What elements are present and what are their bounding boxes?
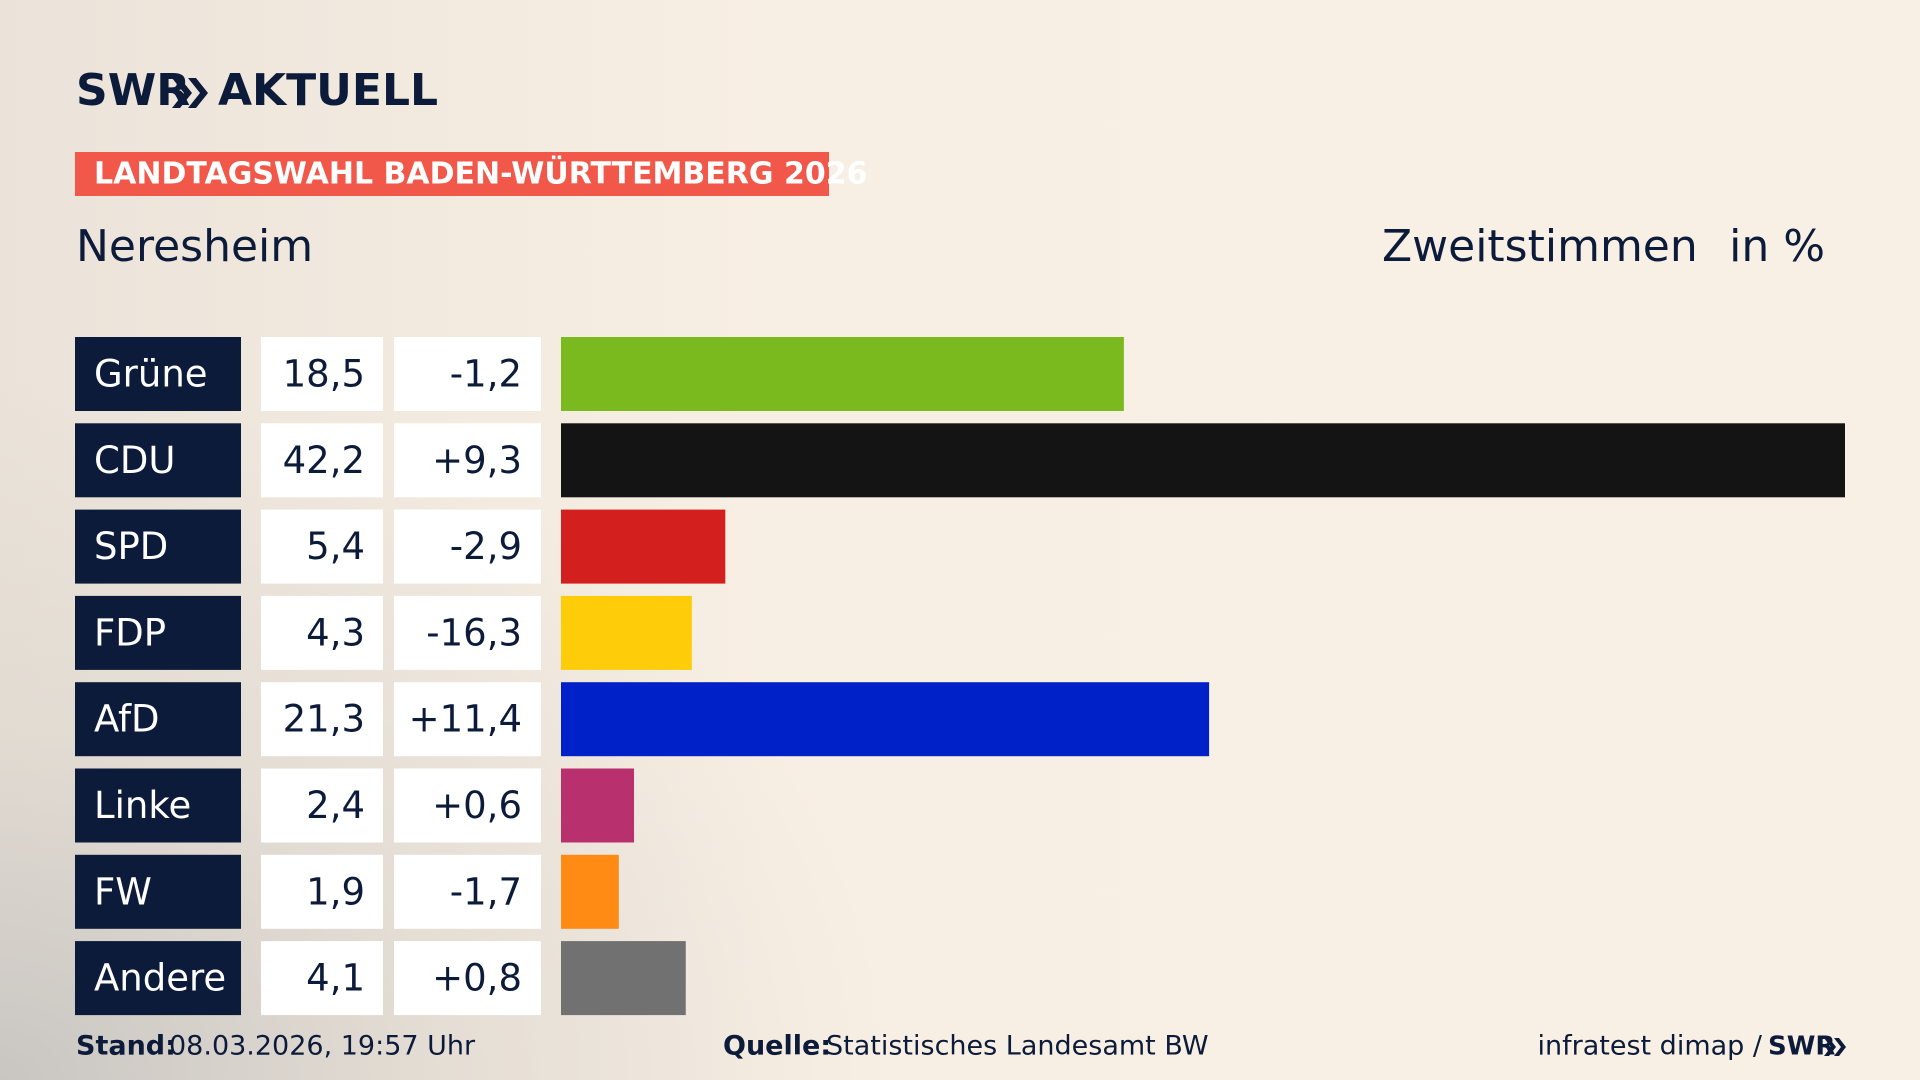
party-label: FDP (94, 611, 166, 654)
change-label: +0,8 (432, 957, 522, 1000)
logo-suffix: AKTUELL (218, 65, 438, 116)
change-box (394, 854, 541, 929)
party-label: AfD (94, 698, 160, 741)
change-label: -16,3 (426, 611, 522, 654)
change-box (394, 768, 541, 843)
party-box (75, 595, 241, 670)
party-box (75, 682, 241, 757)
value-box (261, 682, 383, 757)
logo: SWR (76, 65, 190, 116)
value-box (261, 509, 383, 584)
change-box (394, 509, 541, 584)
bar (561, 682, 1210, 757)
change-box (394, 941, 541, 1016)
bar (561, 337, 1124, 411)
banner (75, 152, 829, 196)
bar (561, 854, 619, 929)
party-label: Grüne (94, 353, 208, 396)
stand: 08.03.2026, 19:57 Uhr (169, 1031, 476, 1062)
change-box (394, 423, 541, 498)
value-label: 4,1 (306, 957, 365, 1000)
bar (561, 509, 726, 584)
party-label: SPD (94, 525, 168, 568)
value-box (261, 941, 383, 1016)
change-label: -1,2 (450, 353, 522, 396)
logo-chevrons (172, 78, 208, 108)
party-box (75, 854, 241, 929)
party-label: FW (94, 870, 152, 913)
credit-logo: SWR (1768, 1032, 1835, 1062)
bar (561, 941, 686, 1016)
change-box (394, 337, 541, 411)
value-label: 18,5 (283, 353, 365, 396)
party-label: Linke (94, 784, 191, 827)
value-box (261, 768, 383, 843)
value-label: 2,4 (306, 784, 365, 827)
party-label: Andere (94, 957, 226, 1000)
bar (561, 768, 635, 843)
source-label: Quelle: (723, 1031, 831, 1062)
change-label: +11,4 (409, 698, 522, 741)
change-box (394, 682, 541, 757)
value-box (261, 595, 383, 670)
party-box (75, 423, 241, 498)
value-label: 42,2 (283, 439, 365, 482)
change-label: -2,9 (450, 525, 522, 568)
value-label: 5,4 (306, 525, 365, 568)
change-label: +0,6 (432, 784, 522, 827)
stand-label: Stand: (76, 1031, 176, 1062)
bar (561, 595, 692, 670)
value-heading: Zweitstimmen (1382, 221, 1698, 272)
unit-heading: in % (1729, 221, 1825, 272)
party-box (75, 509, 241, 584)
value-label: 4,3 (306, 611, 365, 654)
party-box (75, 941, 241, 1016)
bar (561, 423, 1845, 498)
party-box (75, 768, 241, 843)
credit: infratest dimap / (1537, 1031, 1762, 1062)
change-box (394, 595, 541, 670)
source: Statistisches Landesamt BW (826, 1031, 1209, 1062)
value-box (261, 337, 383, 411)
change-label: -1,7 (450, 870, 522, 913)
party-box (75, 337, 241, 411)
value-label: 21,3 (283, 698, 365, 741)
value-label: 1,9 (306, 870, 365, 913)
chart-title: Neresheim (76, 221, 313, 272)
value-box (261, 854, 383, 929)
banner-text: LANDTAGSWAHL BADEN-WÜRTTEMBERG 2026 (94, 155, 867, 192)
value-box (261, 423, 383, 498)
party-label: CDU (94, 439, 175, 482)
credit-chevrons (1824, 1038, 1846, 1056)
change-label: +9,3 (432, 439, 522, 482)
